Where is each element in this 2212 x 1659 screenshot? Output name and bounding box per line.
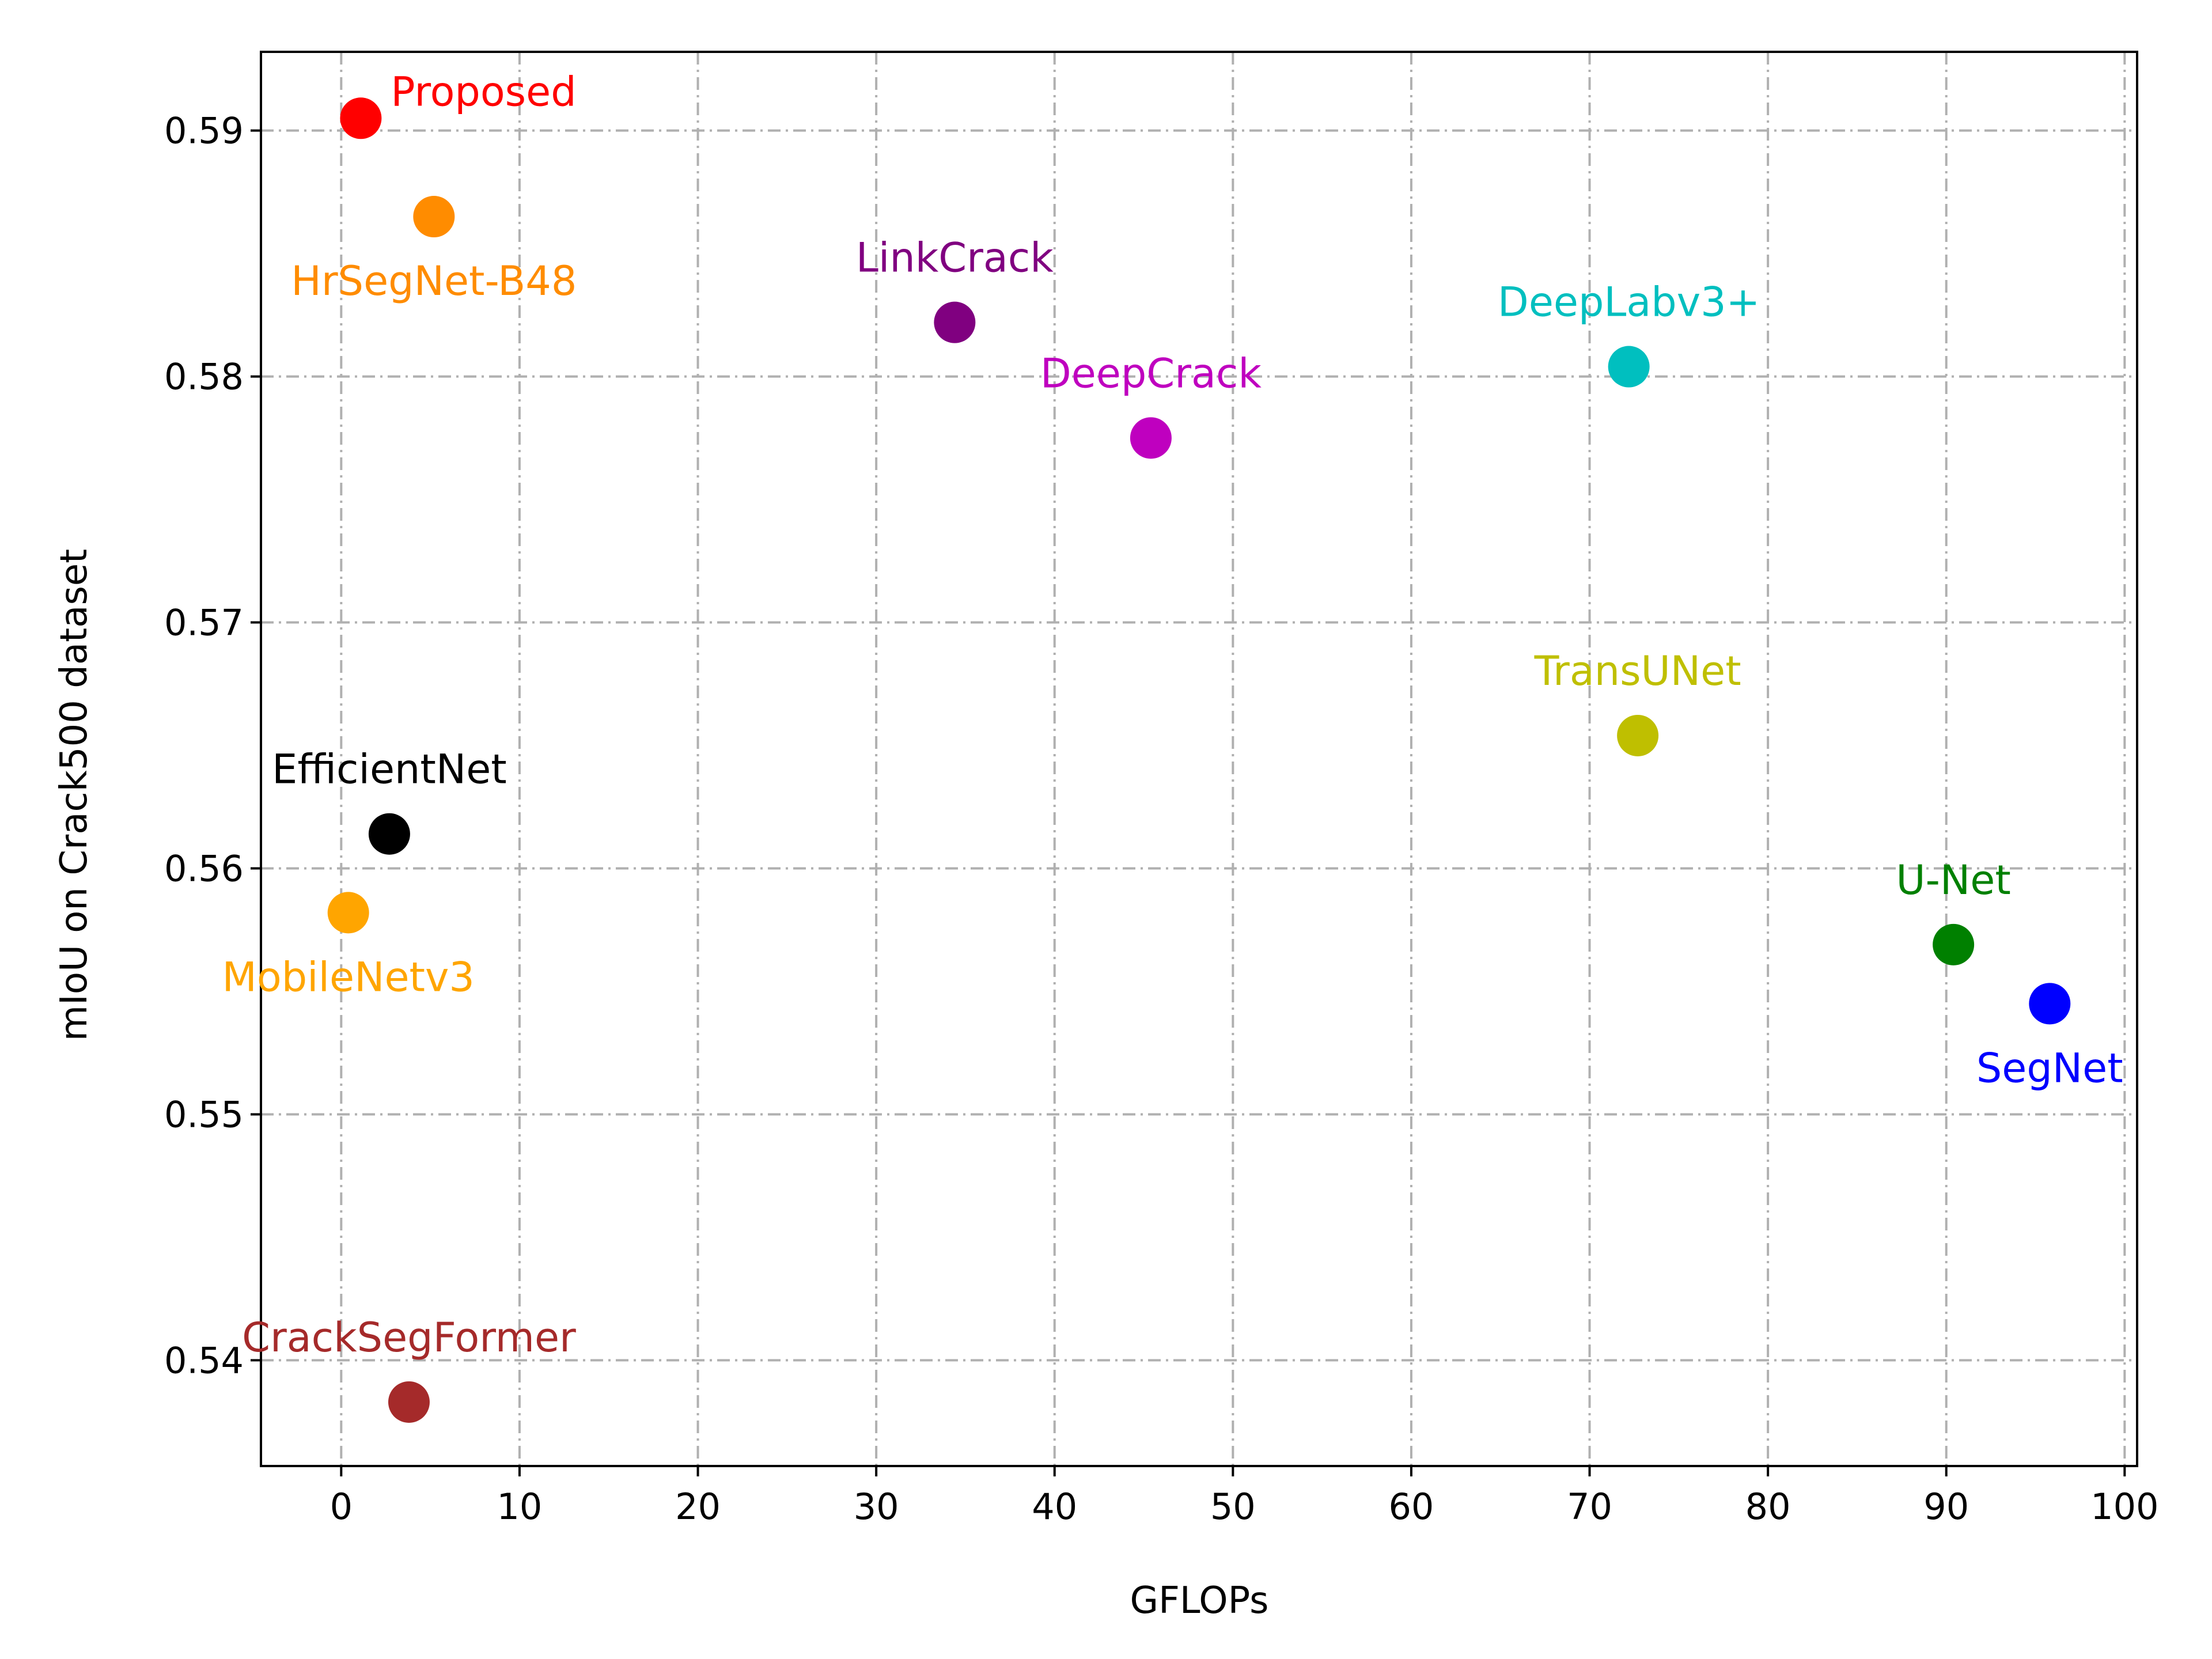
point-label: MobileNetv3 xyxy=(222,953,474,1001)
x-tick-label: 0 xyxy=(330,1486,353,1528)
x-tick-label: 80 xyxy=(1745,1486,1791,1528)
data-points xyxy=(327,97,2071,1423)
x-tick-label: 90 xyxy=(1923,1486,1969,1528)
point-label: U-Net xyxy=(1896,857,2010,904)
data-point xyxy=(1608,346,1650,388)
x-tick-label: 60 xyxy=(1388,1486,1434,1528)
x-tick-label: 100 xyxy=(2090,1486,2158,1528)
y-tick-label: 0.55 xyxy=(164,1093,244,1135)
x-tick-label: 40 xyxy=(1032,1486,1077,1528)
plot-frame xyxy=(260,51,2138,1467)
y-tick-label: 0.58 xyxy=(164,356,244,398)
point-label: DeepLabv3+ xyxy=(1498,279,1760,326)
x-tick-label: 10 xyxy=(497,1486,542,1528)
point-label: TransUNet xyxy=(1534,647,1741,695)
data-point xyxy=(934,301,976,343)
x-tick-label: 70 xyxy=(1567,1486,1612,1528)
point-label: CrackSegFormer xyxy=(242,1314,576,1361)
x-axis-title: GFLOPs xyxy=(1130,1580,1269,1622)
x-tick-label: 50 xyxy=(1210,1486,1256,1528)
grid xyxy=(261,52,2137,1466)
point-label: SegNet xyxy=(1976,1044,2123,1092)
data-point xyxy=(1933,923,1975,965)
y-axis-title: mIoU on Crack500 dataset xyxy=(53,549,96,1041)
data-point xyxy=(1617,714,1659,756)
y-tick-label: 0.57 xyxy=(164,602,244,644)
data-point xyxy=(413,196,455,238)
y-tick-label: 0.59 xyxy=(164,110,244,152)
data-point xyxy=(1130,417,1172,459)
data-point xyxy=(2029,983,2071,1025)
y-tick-label: 0.56 xyxy=(164,847,244,889)
point-labels: Proposed HrSegNet-B48 LinkCrack DeepCrack De… xyxy=(222,68,2123,1361)
data-point xyxy=(340,97,382,139)
data-point xyxy=(388,1381,430,1423)
y-tick-label: 0.54 xyxy=(164,1339,244,1381)
point-label: DeepCrack xyxy=(1040,350,1262,397)
x-tick-label: 20 xyxy=(675,1486,721,1528)
point-label: HrSegNet-B48 xyxy=(291,257,577,305)
point-label: EfficientNet xyxy=(272,746,507,793)
point-label: Proposed xyxy=(391,68,576,115)
axis-ticks: 0 10 20 30 40 50 60 70 80 90 100 0.54 0.55 0.56 0.57 0.… xyxy=(164,110,2159,1528)
x-tick-label: 30 xyxy=(854,1486,899,1528)
data-point xyxy=(368,813,410,855)
data-point xyxy=(327,892,369,934)
point-label: LinkCrack xyxy=(856,234,1054,282)
